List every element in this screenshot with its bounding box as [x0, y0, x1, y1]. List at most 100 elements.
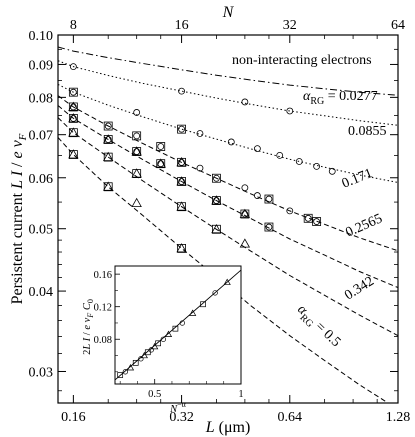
square-marker: [212, 224, 221, 234]
alpha-sub-1: RG: [310, 96, 324, 107]
alpha-symbol-1: α: [303, 89, 311, 104]
inset-square-marker: [117, 372, 124, 378]
series-line-1: [58, 60, 398, 126]
square-marker: [264, 222, 274, 232]
circle-marker: [295, 158, 303, 165]
circle-marker: [313, 218, 321, 225]
x-tick-label: 0.64: [278, 410, 303, 425]
square-marker: [103, 121, 113, 131]
circle-marker: [178, 158, 185, 166]
top-tick-label: 64: [391, 18, 405, 33]
square-marker: [103, 152, 113, 162]
inset-square-marker: [132, 359, 139, 366]
triangle-marker: [176, 243, 187, 253]
inset-fit-line: [114, 269, 242, 381]
top-axis-label: N: [222, 4, 235, 21]
y-tick-label: 0.09: [29, 58, 54, 73]
circle-marker: [178, 178, 185, 185]
circle-marker: [286, 207, 294, 215]
square-marker: [103, 182, 113, 192]
inset-square-marker: [200, 301, 206, 308]
top-tick-label: 8: [70, 18, 77, 33]
circle-marker: [265, 195, 273, 203]
annotation-0-0855: 0.0855: [348, 124, 387, 139]
plot-frame: [57, 34, 399, 404]
square-marker: [177, 124, 186, 134]
inset-content: [114, 269, 242, 381]
circle-marker: [253, 192, 261, 199]
triangle-marker: [68, 127, 79, 137]
x-tick-label: 0.16: [61, 410, 86, 425]
square-marker: [264, 194, 274, 204]
circle-marker: [304, 214, 312, 222]
circle-marker: [241, 98, 249, 106]
triangle-marker: [131, 197, 142, 207]
circle-marker: [241, 210, 249, 218]
inset-y-tick-label: 0.12: [94, 303, 112, 314]
inset-x-tick-label: 0.5: [148, 389, 161, 400]
triangle-marker: [176, 157, 187, 167]
triangle-marker: [103, 134, 114, 144]
circle-marker: [276, 151, 284, 159]
y-tick-label: 0.07: [29, 129, 54, 144]
triangle-marker: [131, 168, 142, 178]
alpha-val-1: = 0.0277: [324, 89, 377, 104]
circle-marker: [133, 109, 141, 116]
square-marker: [156, 142, 166, 151]
circle-marker: [241, 184, 249, 192]
square-marker: [68, 150, 78, 159]
inset-triangle-marker: [151, 342, 159, 350]
inset-circle-marker: [160, 336, 166, 342]
inset-triangle-marker: [164, 330, 173, 338]
inset-circle-marker: [122, 369, 129, 375]
inset-square-marker: [172, 325, 179, 332]
inset-circle-marker: [148, 347, 154, 353]
y-tick-label: 0.04: [29, 285, 54, 300]
circle-marker: [69, 103, 77, 111]
x-tick-label: 1.28: [386, 410, 411, 425]
square-marker: [132, 169, 142, 179]
circle-marker: [178, 125, 185, 133]
inset-ticks: 0.08 0.12 0.16 0.5 1: [94, 270, 244, 400]
circle-marker: [69, 114, 77, 122]
series-line-3: [58, 95, 398, 252]
triangle-marker: [239, 238, 251, 248]
series-line-4: [58, 105, 398, 289]
circle-marker: [69, 63, 77, 71]
triangle-marker: [131, 146, 142, 156]
series-line-5: [58, 117, 398, 337]
triangle-marker: [68, 149, 79, 159]
circle-marker: [104, 122, 112, 130]
circle-marker: [104, 136, 112, 143]
inset-y-tick-label: 0.08: [94, 335, 112, 346]
inset-triangle-marker: [140, 351, 148, 359]
y-tick-labels: 0.03 0.04 0.05 0.06 0.07 0.08 0.09 0.10: [29, 29, 54, 380]
square-marker: [212, 173, 221, 183]
circle-marker: [213, 197, 220, 204]
triangle-marker: [176, 201, 187, 211]
square-marker: [303, 213, 313, 223]
inset-triangle-marker: [126, 364, 135, 371]
triangle-marker: [176, 176, 187, 186]
x-axis-label: L (μm): [205, 419, 251, 436]
circle-marker: [69, 88, 77, 96]
y-tick-label: 0.08: [29, 91, 54, 106]
square-marker: [177, 202, 186, 212]
circle-marker: [133, 148, 141, 155]
square-marker: [132, 131, 142, 141]
circle-marker: [213, 174, 220, 182]
circle-marker: [328, 167, 336, 175]
circle-marker: [253, 145, 261, 152]
circle-marker: [157, 143, 165, 150]
series-line-0: [58, 46, 398, 96]
circle-marker: [178, 87, 185, 95]
x-tick-label: 0.32: [169, 410, 194, 425]
top-tick-label: 16: [175, 18, 189, 33]
inset-chart: 0.08 0.12 0.16 0.5 1 2L I / e vF C0 N−α: [82, 265, 244, 415]
inset-circle-marker: [179, 320, 185, 326]
square-marker: [177, 243, 186, 253]
x-tick-labels: 0.16 0.32 0.64 1.28: [61, 410, 410, 425]
square-marker: [312, 217, 322, 226]
inset-y-label: 2L I / e vF C0: [82, 299, 95, 355]
